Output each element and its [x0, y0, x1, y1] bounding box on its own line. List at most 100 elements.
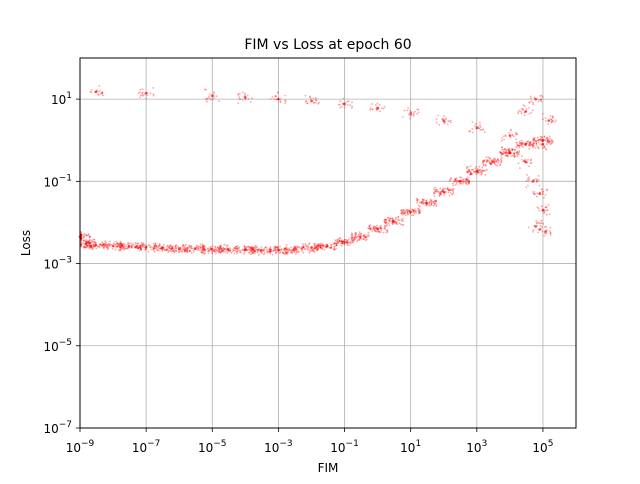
data-point-jitter [528, 143, 531, 146]
data-point-jitter [535, 219, 538, 222]
data-point-jitter [235, 245, 237, 248]
data-point-jitter [301, 246, 304, 249]
data-point-jitter [544, 120, 547, 122]
data-point-jitter [201, 248, 203, 251]
data-point-jitter [142, 245, 145, 248]
data-point-jitter [343, 242, 346, 245]
data-point-jitter [310, 245, 313, 248]
data-point-jitter [336, 240, 339, 243]
data-point-jitter [132, 243, 135, 246]
data-point-jitter [119, 246, 122, 249]
data-point [524, 160, 527, 164]
data-point-jitter [177, 251, 180, 254]
data-point-jitter [244, 94, 246, 97]
data-point-jitter [366, 233, 369, 236]
data-point-jitter [203, 249, 206, 252]
data-point-jitter [279, 101, 282, 104]
data-point-jitter [523, 143, 526, 146]
data-point-jitter [349, 241, 352, 244]
data-point-jitter [210, 247, 212, 250]
data-point [442, 119, 446, 122]
data-point-jitter [314, 246, 317, 249]
data-point-jitter [346, 244, 349, 247]
data-point-jitter [452, 180, 455, 182]
data-point-jitter [522, 146, 524, 148]
data-point-jitter [346, 240, 348, 243]
data-point-jitter [220, 250, 223, 253]
data-point-jitter [179, 246, 182, 249]
data-point-jitter [274, 249, 277, 252]
data-point-jitter [168, 247, 171, 250]
data-point-jitter [525, 107, 528, 110]
data-point-jitter [354, 235, 357, 238]
data-point-jitter [545, 189, 548, 192]
data-point-jitter [373, 226, 376, 228]
data-point-jitter [255, 248, 258, 251]
data-point-jitter [219, 245, 222, 248]
data-point-jitter [208, 97, 211, 99]
data-point-jitter [383, 219, 386, 222]
data-point-jitter [500, 154, 502, 157]
data-point-jitter [122, 246, 124, 249]
data-point-jitter [357, 233, 360, 236]
data-point-jitter [523, 159, 526, 162]
data-point-jitter [199, 245, 202, 248]
data-point-jitter [523, 160, 526, 162]
data-point-jitter [454, 178, 457, 180]
data-point-jitter [272, 249, 275, 252]
data-point-jitter [495, 160, 498, 163]
data-point-jitter [429, 198, 432, 201]
data-point-jitter [505, 152, 507, 155]
data-point-jitter [441, 188, 444, 191]
data-point [475, 126, 479, 130]
data-point-jitter [458, 180, 460, 183]
data-point-jitter [447, 189, 450, 192]
data-point-jitter [274, 95, 277, 97]
data-point-jitter [499, 163, 502, 166]
data-point-jitter [372, 227, 375, 230]
data-point-jitter [321, 247, 324, 250]
data-point-jitter [322, 245, 325, 247]
data-point-jitter [121, 244, 124, 247]
data-point-jitter [363, 234, 365, 237]
data-point-jitter [120, 244, 123, 247]
data-point-jitter [503, 138, 505, 141]
data-point-jitter [504, 152, 507, 154]
data-point-jitter [273, 247, 276, 250]
data-point-jitter [313, 250, 315, 253]
data-point-jitter [496, 164, 499, 167]
data-point-jitter [430, 199, 433, 202]
data-point-jitter [220, 247, 223, 250]
data-point-jitter [444, 118, 447, 121]
data-point-jitter [548, 139, 551, 142]
data-point-jitter [276, 98, 278, 101]
chart-title: FIM vs Loss at epoch 60 [244, 37, 411, 53]
data-point-jitter [80, 231, 82, 234]
data-point-jitter [456, 183, 458, 185]
data-point-jitter [368, 234, 370, 237]
data-point-jitter [83, 245, 85, 248]
data-point-jitter [404, 212, 406, 215]
data-point-jitter [439, 187, 442, 190]
data-point-jitter [509, 136, 512, 139]
data-point-jitter [499, 150, 501, 153]
data-point-jitter [213, 250, 216, 253]
data-point-jitter [250, 250, 253, 253]
data-point-jitter [416, 113, 418, 115]
data-point-jitter [345, 241, 348, 243]
data-point-jitter [507, 154, 509, 157]
data-point-jitter [367, 231, 370, 234]
data-point-jitter [162, 246, 165, 249]
data-point-jitter [378, 230, 381, 233]
data-point-jitter [201, 251, 203, 254]
data-point-jitter [380, 226, 382, 228]
data-point-jitter [437, 190, 439, 193]
data-point-jitter [101, 244, 104, 247]
data-point-jitter [417, 204, 420, 207]
data-point-jitter [396, 223, 399, 226]
data-point-jitter [539, 229, 541, 232]
data-point-jitter [138, 249, 141, 252]
data-point-jitter [351, 233, 354, 236]
data-point-jitter [225, 250, 228, 253]
data-point-jitter [236, 247, 239, 250]
